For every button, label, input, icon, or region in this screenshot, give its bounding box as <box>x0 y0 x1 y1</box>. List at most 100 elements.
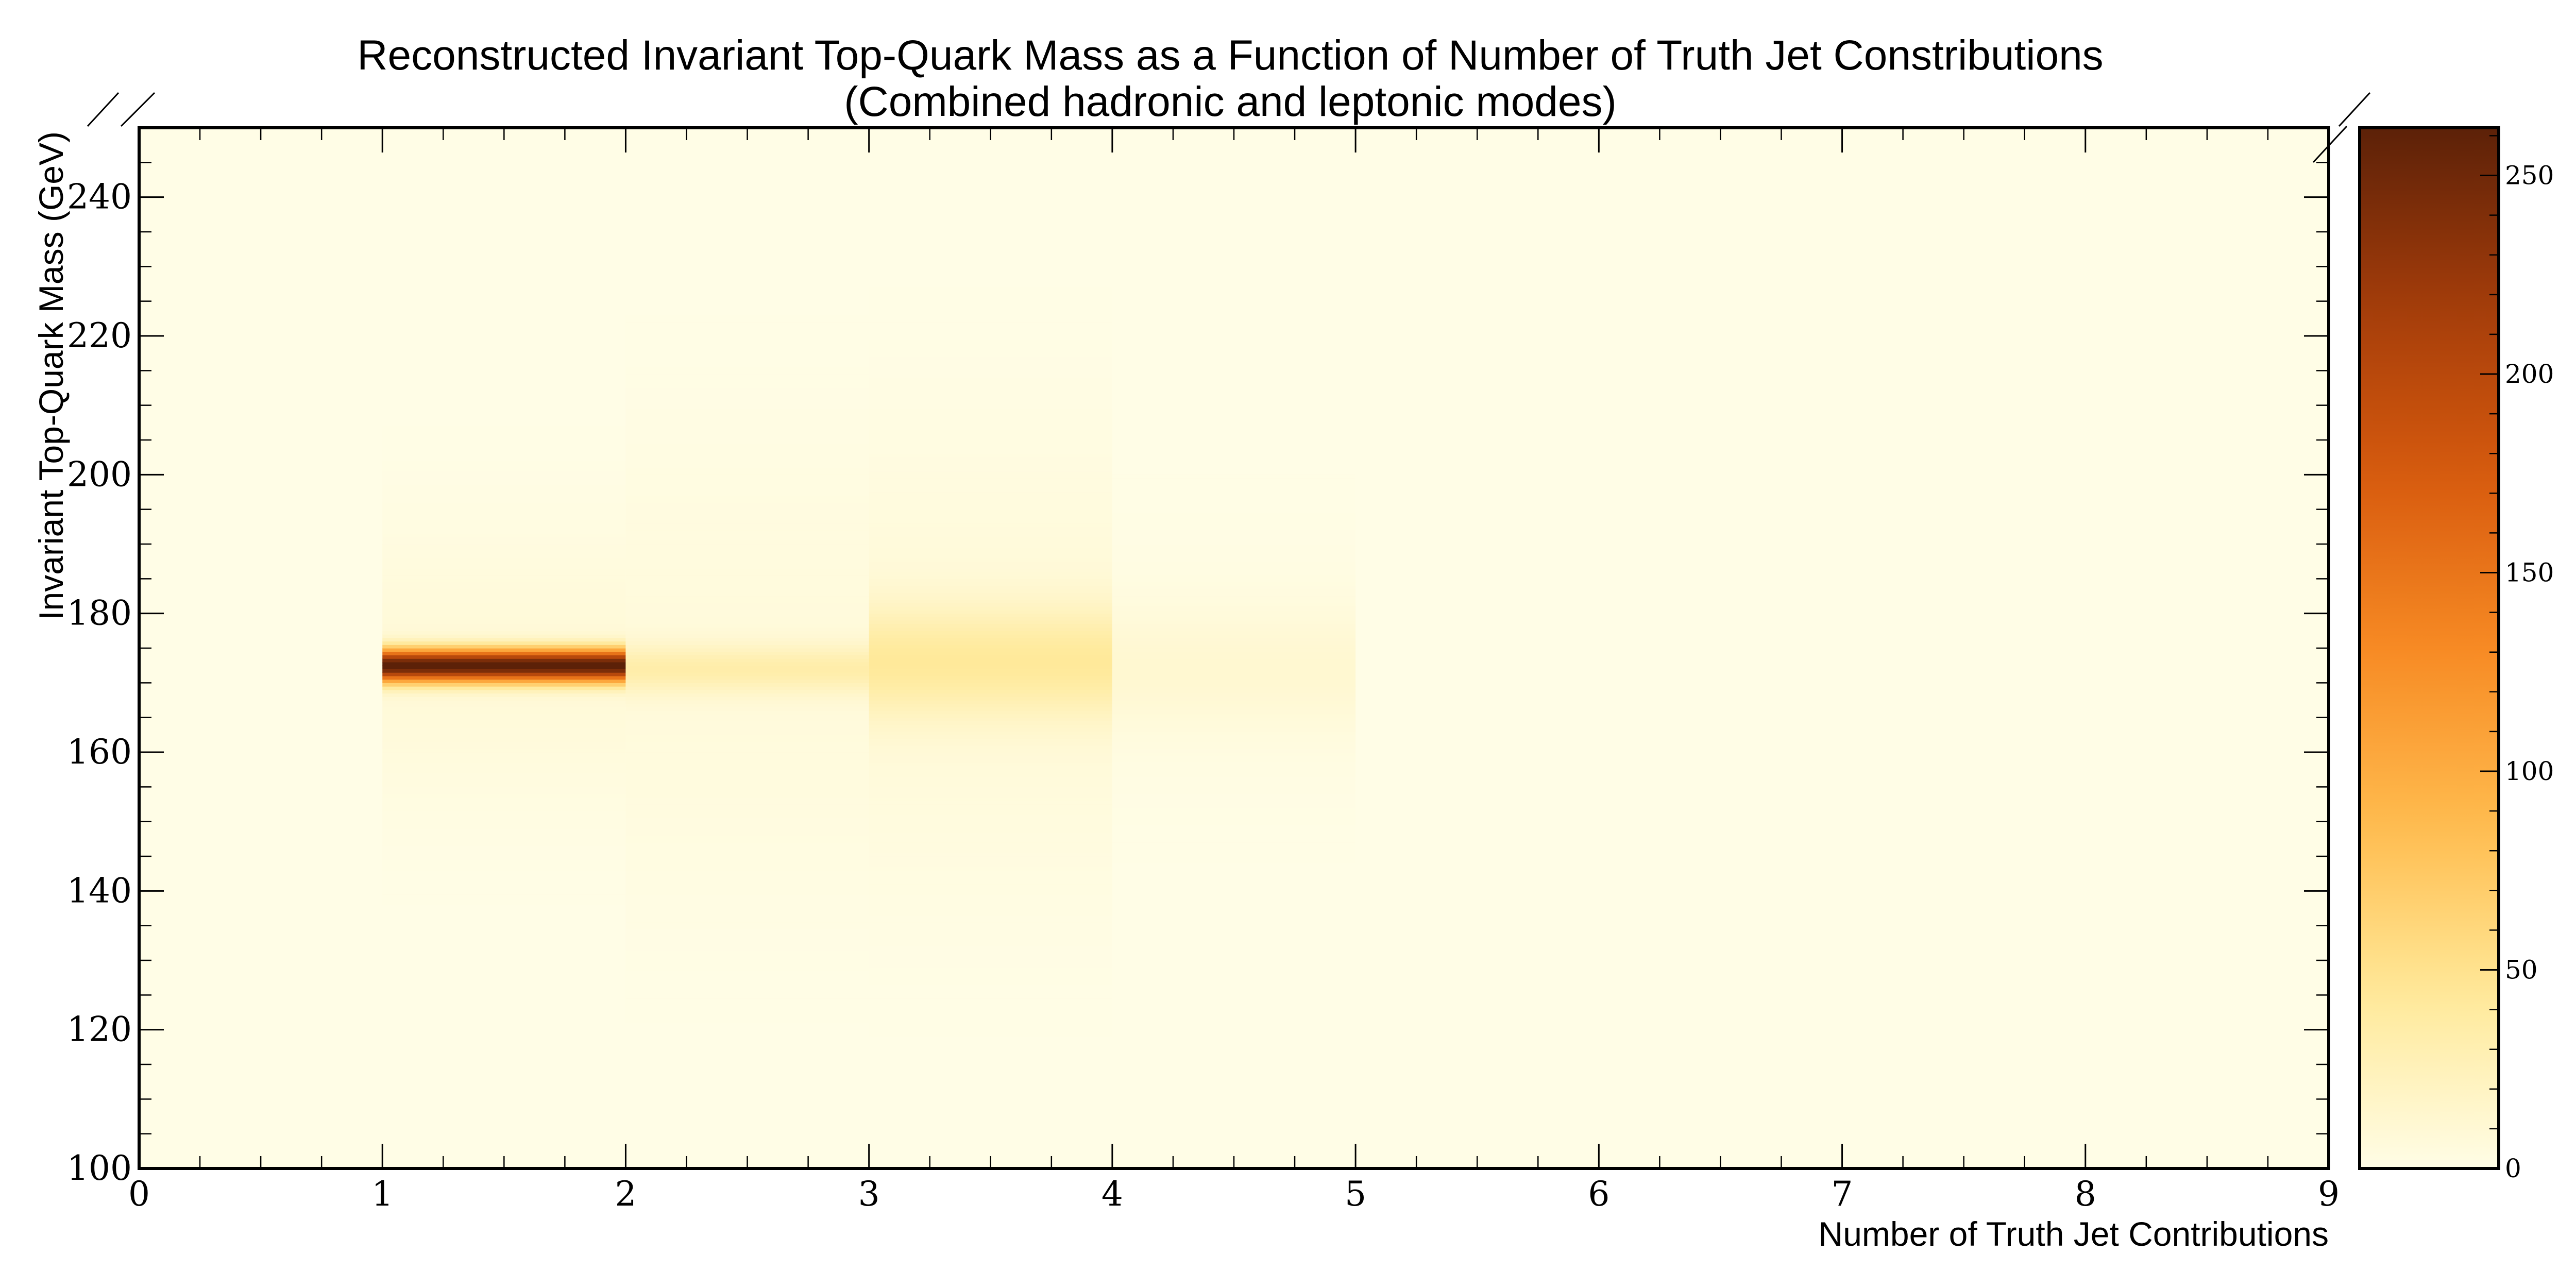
heatmap-cell <box>1112 568 1356 572</box>
heatmap-cell <box>1112 617 1356 621</box>
heatmap-cell <box>1112 807 1356 812</box>
y-tick-label: 220 <box>67 316 132 355</box>
heatmap-cell <box>382 707 626 711</box>
heatmap-cell <box>625 523 869 527</box>
heatmap-cell <box>869 950 1112 954</box>
heatmap-cell <box>869 766 1112 770</box>
heatmap-cell <box>625 991 869 995</box>
heatmap-cell <box>869 859 1112 864</box>
heatmap-cell <box>625 727 869 732</box>
heatmap-cell <box>625 623 869 628</box>
heatmap-cell <box>382 565 626 569</box>
heatmap-cell <box>869 818 1112 822</box>
heatmap-cell <box>869 995 1112 999</box>
heatmap-cell <box>625 579 869 583</box>
heatmap-cell <box>625 933 869 937</box>
heatmap-cell <box>1112 516 1356 520</box>
heatmap-cell <box>1112 773 1356 777</box>
heatmap-cell <box>625 499 869 503</box>
heatmap-cell <box>625 1009 869 1013</box>
heatmap-cell <box>869 332 1112 336</box>
colorbar-frame <box>2358 126 2500 1170</box>
heatmap-cell <box>869 939 1112 943</box>
heatmap-cell <box>869 669 1112 673</box>
heatmap-cell <box>869 447 1112 451</box>
heatmap-cell <box>1112 474 1356 479</box>
heatmap-cell <box>869 977 1112 981</box>
heatmap-cell <box>869 291 1112 295</box>
heatmap-cell <box>625 502 869 506</box>
heatmap-cell <box>625 856 869 860</box>
heatmap-cell <box>869 346 1112 350</box>
heatmap-cell <box>382 887 626 891</box>
heatmap-cell <box>625 939 869 943</box>
heatmap-cell <box>382 842 626 846</box>
heatmap-cell <box>1112 488 1356 493</box>
heatmap-cell <box>625 419 869 423</box>
y-tick-label: 120 <box>67 1010 132 1049</box>
heatmap-cell <box>1112 655 1356 659</box>
heatmap-cell <box>1112 499 1356 503</box>
heatmap-cell <box>382 599 626 604</box>
heatmap-cell <box>382 689 626 694</box>
heatmap-cell <box>382 849 626 853</box>
heatmap-cell <box>869 453 1112 458</box>
heatmap-cell <box>1112 641 1356 645</box>
heatmap-cell <box>869 672 1112 676</box>
heatmap-cell <box>382 492 626 496</box>
heatmap-column-4 <box>1112 474 1356 864</box>
heatmap-cell <box>625 658 869 663</box>
heatmap-cell <box>869 311 1112 316</box>
heatmap-cell <box>382 617 626 621</box>
heatmap-cell <box>1112 689 1356 694</box>
heatmap-cell <box>625 793 869 798</box>
heatmap-cell <box>869 832 1112 836</box>
heatmap-cell <box>869 845 1112 850</box>
heatmap-cell <box>625 613 869 617</box>
heatmap-cell <box>382 669 626 673</box>
heatmap-cell <box>625 485 869 489</box>
heatmap-cell <box>869 547 1112 552</box>
heatmap-cell <box>382 571 626 576</box>
heatmap-cell <box>869 662 1112 666</box>
heatmap-cell <box>869 807 1112 812</box>
heatmap-cell <box>382 818 626 822</box>
heatmap-cell <box>382 832 626 836</box>
heatmap-cell <box>869 933 1112 937</box>
heatmap-cell <box>625 988 869 992</box>
heatmap-cell <box>869 880 1112 885</box>
heatmap-cell <box>625 585 869 590</box>
heatmap-cell <box>869 513 1112 517</box>
heatmap-cell <box>382 620 626 624</box>
heatmap-cell <box>382 801 626 805</box>
heatmap-cell <box>1112 648 1356 652</box>
heatmap-cell <box>869 589 1112 593</box>
heatmap-cell <box>869 339 1112 344</box>
heatmap-cell <box>382 457 626 461</box>
heatmap-cell <box>625 447 869 451</box>
heatmap-cell <box>382 828 626 833</box>
heatmap-cell <box>869 658 1112 663</box>
heatmap-cell <box>869 381 1112 385</box>
heatmap-cell <box>382 724 626 728</box>
heatmap-cell <box>869 502 1112 506</box>
heatmap-cell <box>382 641 626 645</box>
heatmap-cell <box>869 505 1112 510</box>
heatmap-cell <box>625 842 869 846</box>
heatmap-cell <box>625 603 869 607</box>
heatmap-cell <box>625 929 869 933</box>
y-tick-label: 160 <box>67 732 132 772</box>
heatmap-cell <box>869 804 1112 808</box>
heatmap-cell <box>1112 530 1356 534</box>
heatmap-cell <box>382 741 626 746</box>
heatmap-cell <box>382 863 626 867</box>
heatmap-cell <box>625 481 869 486</box>
heatmap-cell <box>869 551 1112 555</box>
heatmap-cell <box>869 318 1112 323</box>
heatmap-cell <box>625 637 869 642</box>
colorbar-tick-label: 200 <box>2505 359 2554 389</box>
chart-title: Reconstructed Invariant Top-Quark Mass a… <box>357 32 2103 79</box>
heatmap-cell <box>869 946 1112 951</box>
colorbar-tick-label: 0 <box>2505 1154 2521 1183</box>
heatmap-cell <box>382 568 626 572</box>
